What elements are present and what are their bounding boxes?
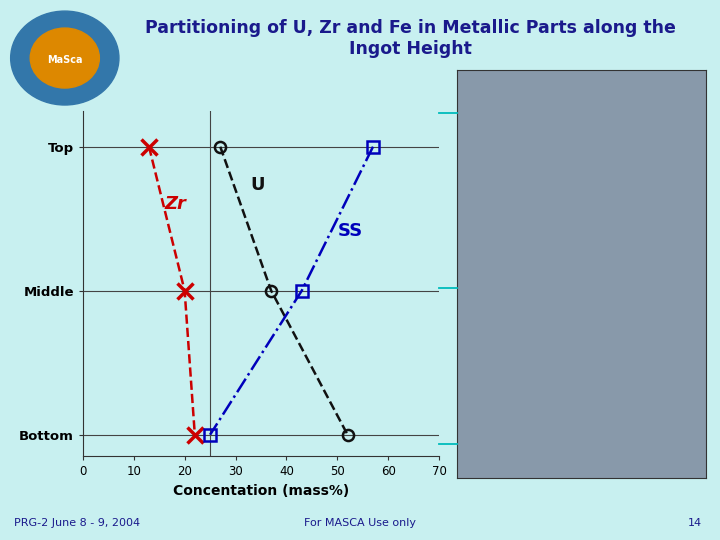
Text: Zr: Zr — [164, 194, 186, 213]
Text: U: U — [251, 176, 265, 194]
Text: SS: SS — [338, 222, 363, 240]
Text: For MASCA Use only: For MASCA Use only — [304, 518, 416, 528]
Text: Partitioning of U, Zr and Fe in Metallic Parts along the
Ingot Height: Partitioning of U, Zr and Fe in Metallic… — [145, 19, 676, 58]
Text: MaSca: MaSca — [47, 55, 83, 65]
Circle shape — [11, 11, 119, 105]
Text: PRG-2 June 8 - 9, 2004: PRG-2 June 8 - 9, 2004 — [14, 518, 140, 528]
Text: 14: 14 — [688, 518, 702, 528]
X-axis label: Concentation (mass%): Concentation (mass%) — [173, 484, 349, 498]
Circle shape — [30, 28, 99, 88]
